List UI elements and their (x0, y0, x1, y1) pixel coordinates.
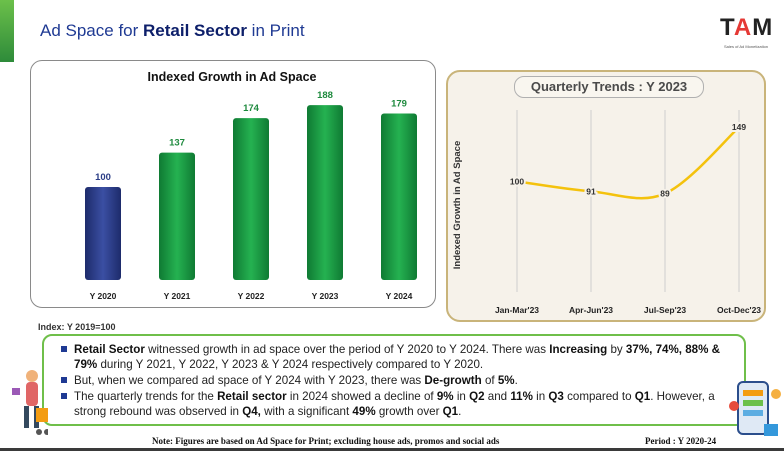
bar-chart-title: Indexed Growth in Ad Space (147, 70, 316, 84)
point-value-label: 149 (732, 122, 746, 132)
bar-y-2020 (85, 187, 121, 280)
bar-y-2021 (159, 152, 195, 280)
mobile-shopping-illustration (729, 381, 781, 436)
bar-category-label: Y 2020 (90, 291, 117, 301)
quarter-label: Jan-Mar'23 (495, 305, 539, 315)
insights-box: Retail Sector witnessed growth in ad spa… (42, 334, 746, 426)
bar-category-label: Y 2021 (164, 291, 191, 301)
footer-period: Period : Y 2020-24 (645, 436, 717, 446)
side-accent-stripe (0, 0, 14, 62)
indexed-growth-bar-chart: Indexed Growth in Ad Space 100 Y 2020 137 Y… (85, 70, 417, 301)
insight-bullet: The quarterly trends for the Retail sect… (61, 389, 744, 419)
bar-y-2023 (307, 105, 343, 280)
quarterly-trend-line-chart: Indexed Growth in Ad Space 100 Jan-Mar'23… (452, 110, 761, 315)
insight-bullet: Retail Sector witnessed growth in ad spa… (61, 342, 744, 372)
bar-value-label: 137 (169, 138, 185, 149)
bar-value-label: 179 (391, 99, 407, 110)
footer-rule (0, 448, 784, 451)
bar-category-label: Y 2024 (386, 291, 413, 301)
quarter-label: Oct-Dec'23 (717, 305, 761, 315)
bar-category-label: Y 2022 (238, 291, 265, 301)
line-chart-ylabel: Indexed Growth in Ad Space (452, 141, 463, 269)
footer-note: Note: Figures are based on Ad Space for … (152, 436, 500, 446)
index-note: Index: Y 2019=100 (38, 322, 116, 332)
tam-logo: TAM Sales of Ad Monetization (720, 14, 774, 49)
point-value-label: 100 (510, 176, 524, 186)
bar-category-label: Y 2023 (312, 291, 339, 301)
quarter-label: Apr-Jun'23 (569, 305, 613, 315)
page-title: Ad Space for Retail Sector in Print (40, 21, 305, 40)
bar-value-label: 100 (95, 172, 111, 183)
insight-bullet: But, when we compared ad space of Y 2024… (61, 373, 744, 388)
quarter-label: Jul-Sep'23 (644, 305, 686, 315)
trend-line (516, 126, 740, 200)
point-value-label: 91 (586, 186, 596, 196)
line-chart-panel (446, 70, 766, 322)
point-value-label: 89 (660, 189, 670, 199)
bar-y-2022 (233, 118, 269, 281)
bar-value-label: 174 (243, 103, 260, 114)
bar-y-2024 (381, 113, 417, 280)
bar-value-label: 188 (317, 90, 333, 101)
line-chart-title: Quarterly Trends : Y 2023 (514, 76, 704, 98)
shopping-cart-illustration (12, 370, 48, 435)
